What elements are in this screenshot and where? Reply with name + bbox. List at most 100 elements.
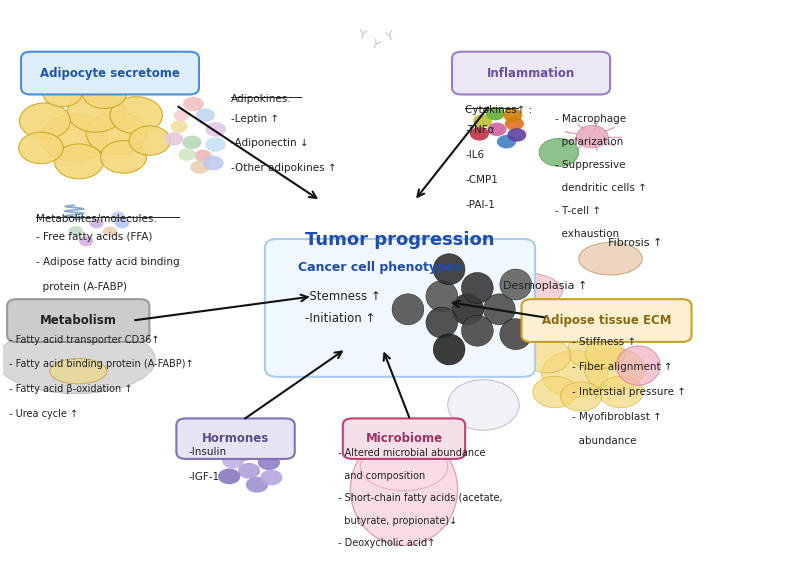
Circle shape [561,382,602,411]
Text: -Initiation ↑: -Initiation ↑ [305,312,375,325]
Circle shape [206,122,226,137]
Circle shape [69,226,83,236]
Circle shape [194,149,212,162]
Text: - Deoxycholic acid↑: - Deoxycholic acid↑ [338,538,435,548]
Text: Cytokines↑ :: Cytokines↑ : [465,105,532,115]
Text: -TNFα: -TNFα [465,126,494,135]
Circle shape [190,160,210,174]
Circle shape [19,103,70,139]
Text: -CMP1: -CMP1 [465,175,498,185]
Ellipse shape [471,272,562,310]
Circle shape [542,350,608,398]
Text: Cancer cell phenotypes: Cancer cell phenotypes [298,261,462,274]
FancyBboxPatch shape [176,419,294,459]
Circle shape [505,117,524,131]
Text: - Myofibroblast ↑: - Myofibroblast ↑ [571,412,662,421]
Text: Metabolites/molecules:: Metabolites/molecules: [36,214,157,224]
Circle shape [234,445,256,461]
Ellipse shape [617,346,660,385]
Ellipse shape [452,294,483,325]
Circle shape [54,144,104,179]
Circle shape [258,454,280,470]
Ellipse shape [578,243,642,275]
Text: - T-cell ↑: - T-cell ↑ [555,206,601,216]
Text: -IL6: -IL6 [465,150,484,160]
Ellipse shape [483,294,515,325]
Circle shape [470,127,489,140]
Circle shape [486,107,505,120]
Circle shape [503,108,522,122]
Text: - Fatty acid binding protein (A-FABP)↑: - Fatty acid binding protein (A-FABP)↑ [9,360,194,369]
Text: Adipocyte secretome: Adipocyte secretome [40,66,180,80]
Text: Y: Y [357,28,366,43]
Text: polarization: polarization [555,137,623,147]
Ellipse shape [500,269,532,300]
Text: -PAI-1: -PAI-1 [465,199,495,210]
Ellipse shape [462,273,494,303]
Circle shape [585,340,625,369]
Circle shape [222,453,244,469]
Ellipse shape [426,307,458,338]
Circle shape [182,136,202,149]
Text: - Interstial pressure ↑: - Interstial pressure ↑ [571,387,686,397]
Circle shape [178,148,196,161]
Circle shape [42,79,82,107]
Circle shape [523,339,571,373]
Text: Y: Y [385,29,396,44]
Text: - Altered microbial abundance: - Altered microbial abundance [338,448,486,458]
Text: -Leptin ↑: -Leptin ↑ [230,114,279,124]
Circle shape [86,112,146,154]
Circle shape [598,376,643,408]
Ellipse shape [462,315,494,346]
Ellipse shape [434,254,465,285]
Text: - Adipose fatty acid binding: - Adipose fatty acid binding [36,257,180,267]
Text: Metabolism: Metabolism [40,314,117,327]
FancyBboxPatch shape [7,299,150,342]
Circle shape [473,114,492,128]
Circle shape [218,469,240,485]
Text: protein (A-FABP): protein (A-FABP) [36,282,127,292]
Text: - Fatty acid β-oxidation ↑: - Fatty acid β-oxidation ↑ [9,384,133,394]
Text: -Insulin: -Insulin [189,447,227,457]
Text: - Suppressive: - Suppressive [555,160,626,170]
Text: - Macrophage: - Macrophage [555,114,626,124]
Text: Adipose tissue ECM: Adipose tissue ECM [542,314,671,327]
Text: -Other adipokines ↑: -Other adipokines ↑ [230,163,337,173]
FancyBboxPatch shape [452,52,610,94]
Circle shape [196,108,215,122]
Text: - Urea cycle ↑: - Urea cycle ↑ [9,409,78,419]
FancyBboxPatch shape [265,239,535,377]
Circle shape [111,211,125,222]
Text: - Free fatty acids (FFA): - Free fatty acids (FFA) [36,232,153,243]
Text: Inflammation: Inflammation [487,66,575,80]
Text: - Fiber alignment ↑: - Fiber alignment ↑ [571,362,672,372]
Text: - Short-chain fatty acids (acetate,: - Short-chain fatty acids (acetate, [338,493,502,503]
FancyBboxPatch shape [21,52,199,94]
Circle shape [174,110,190,121]
Circle shape [487,123,506,136]
Ellipse shape [500,319,532,349]
Circle shape [568,331,622,370]
Circle shape [164,132,183,145]
Circle shape [101,140,146,173]
Circle shape [114,218,129,228]
Text: - Fatty acid transporter CD36↑: - Fatty acid transporter CD36↑ [9,335,160,345]
Circle shape [170,120,188,133]
Circle shape [260,470,282,485]
Ellipse shape [50,358,107,384]
Text: -Adiponectin ↓: -Adiponectin ↓ [230,139,309,148]
Text: Desmoplasia ↑: Desmoplasia ↑ [503,281,588,291]
Circle shape [103,227,117,237]
Circle shape [238,463,260,479]
FancyBboxPatch shape [522,299,691,342]
Circle shape [533,376,577,408]
Circle shape [448,379,519,430]
Circle shape [129,126,170,155]
Text: Fibrosis ↑: Fibrosis ↑ [608,238,662,248]
Circle shape [90,218,104,228]
Text: and composition: and composition [338,471,426,481]
Text: Y: Y [368,37,381,52]
Circle shape [41,114,108,161]
Circle shape [18,132,63,164]
Circle shape [203,156,224,170]
